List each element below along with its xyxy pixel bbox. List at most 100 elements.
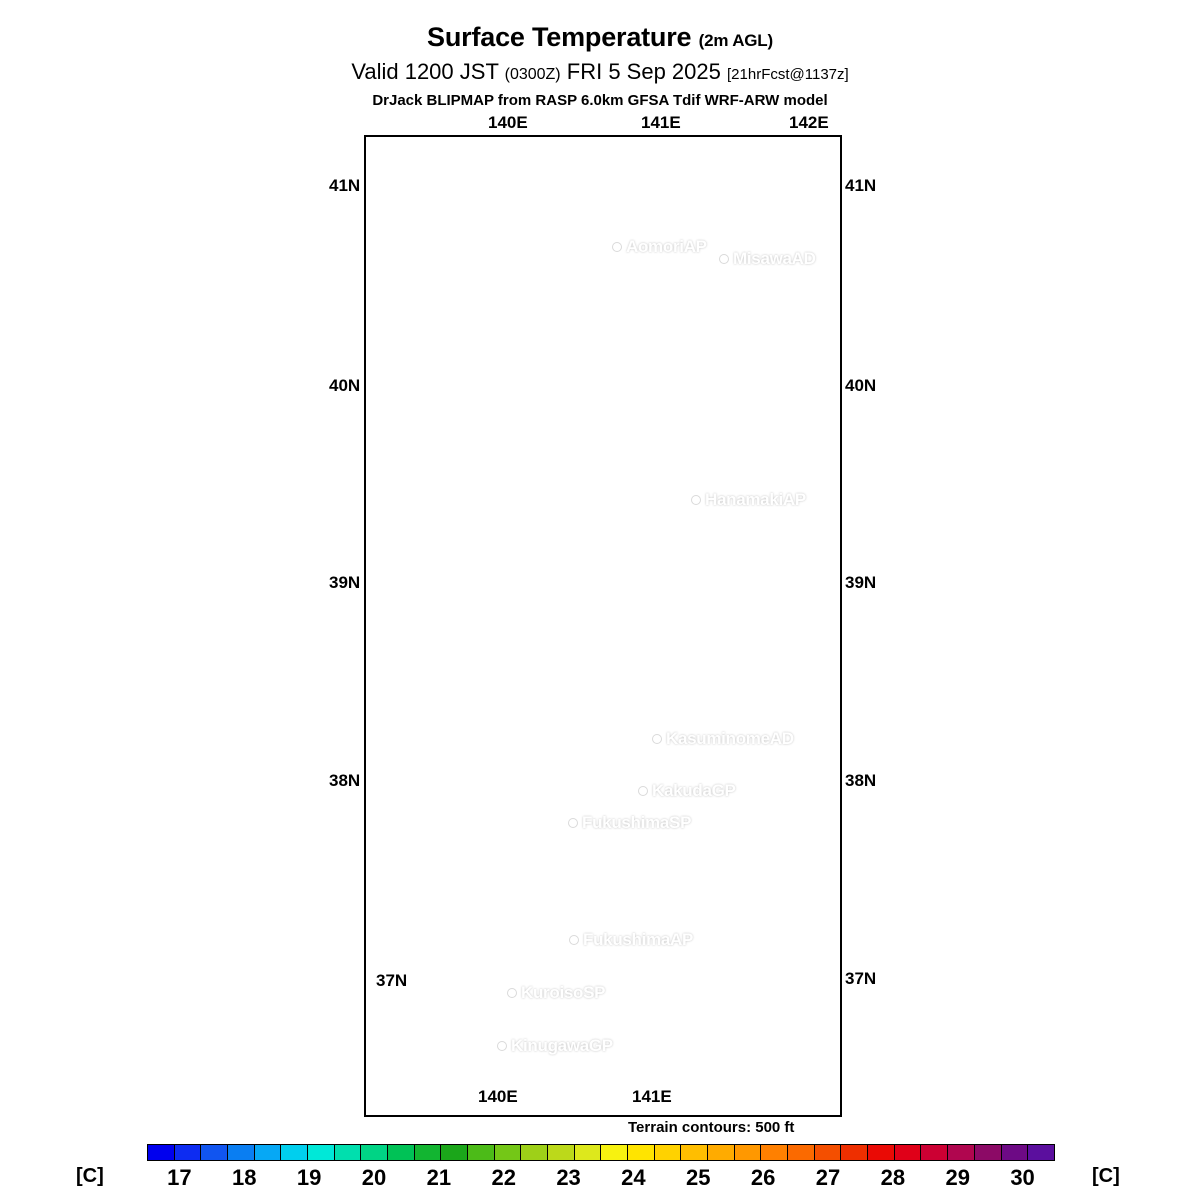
station-marker-kasuminomead[interactable]: KasuminomeAD — [653, 729, 794, 749]
title-sub: (2m AGL) — [698, 31, 773, 50]
colorbar-segment — [148, 1145, 175, 1160]
lon-label-bottom-141e: 141E — [632, 1087, 672, 1106]
station-marker-aomoriap[interactable]: AomoriAP — [613, 237, 707, 257]
lat-label-right-38n: 38N — [845, 771, 877, 790]
station-label: KuroisoSP — [521, 983, 606, 1002]
colorbar-tick-label: 21 — [426, 1165, 452, 1190]
gridline-lat-38 — [366, 782, 840, 784]
station-label: KakudaGP — [652, 781, 736, 800]
colorbar-segment — [654, 1145, 682, 1160]
temperature-map[interactable]: AomoriAP MisawaAD HanamakiAP KasuminomeA… — [364, 135, 842, 1117]
station-label: KasuminomeAD — [666, 729, 794, 748]
colorbar-tick-label: 25 — [686, 1165, 711, 1190]
temperature-field-canvas — [366, 137, 840, 1115]
gridline-lat-40 — [366, 387, 840, 389]
station-label: KinugawaGP — [511, 1036, 613, 1055]
lon-label-top-142e: 142E — [789, 113, 829, 132]
lat-label-right-40n: 40N — [845, 376, 877, 395]
domain-box-left-edge — [420, 137, 423, 1115]
lon-label-bottom-140e: 140E — [478, 1087, 518, 1106]
domain-box-right-edge — [784, 137, 787, 1115]
lat-label-left-40n: 40N — [329, 376, 361, 395]
colorbar-segment — [201, 1145, 229, 1160]
colorbar-segment — [601, 1145, 629, 1160]
colorbar-segment — [521, 1145, 549, 1160]
station-label: MisawaAD — [733, 249, 816, 268]
gridline-lat-39 — [366, 584, 840, 586]
colorbar-segment — [414, 1145, 442, 1160]
colorbar-segment — [574, 1145, 602, 1160]
colorbar-tick-label: 22 — [491, 1165, 516, 1190]
colorbar-segment — [734, 1145, 762, 1160]
station-marker-kinugawagp[interactable]: KinugawaGP — [498, 1036, 613, 1056]
colorbar-legend[interactable]: [C] [C] 17 18 19 20 21 22 23 24 25 26 27 28 29 30 — [0, 1140, 1200, 1200]
colorbar-segment — [868, 1145, 895, 1160]
colorbar-tick-label: 24 — [621, 1165, 646, 1190]
colorbar-segment — [841, 1145, 869, 1160]
colorbar-tick-label: 29 — [945, 1165, 970, 1190]
model-source-line: DrJack BLIPMAP from RASP 6.0km GFSA Tdif… — [372, 92, 828, 109]
colorbar-segment — [494, 1145, 522, 1160]
colorbar-segment — [761, 1145, 789, 1160]
colorbar-segment — [681, 1145, 709, 1160]
colorbar-segment — [708, 1145, 735, 1160]
forecast-tag: [21hrFcst@1137z] — [727, 66, 849, 83]
colorbar-segment — [814, 1145, 842, 1160]
station-dot-icon — [692, 496, 700, 504]
lat-label-left-39n: 39N — [329, 573, 361, 592]
station-marker-kakudagp[interactable]: KakudaGP — [639, 781, 736, 801]
title-block: Surface Temperature (2m AGL) Valid 1200 … — [0, 22, 1200, 111]
colorbar-segment — [361, 1145, 389, 1160]
colorbar-unit-left: [C] — [76, 1165, 104, 1187]
station-marker-kuroisosp[interactable]: KuroisoSP — [508, 983, 606, 1003]
colorbar-tick-label: 18 — [232, 1165, 257, 1190]
title-main: Surface Temperature — [427, 22, 692, 52]
lat-label-inside-37n: 37N — [376, 971, 408, 990]
colorbar-segment — [948, 1145, 975, 1160]
lon-label-top-140e: 140E — [488, 113, 528, 132]
gridline-lon-140 — [510, 137, 512, 1115]
colorbar-tick-label: 27 — [815, 1165, 841, 1190]
station-dot-icon — [498, 1042, 506, 1050]
colorbar-segment — [441, 1145, 469, 1160]
colorbar-segment — [308, 1145, 335, 1160]
domain-box-top-edge — [366, 186, 840, 189]
gridline-lon-142 — [816, 137, 818, 1115]
colorbar-segment — [281, 1145, 309, 1160]
station-label: FukushimaAP — [583, 930, 694, 949]
colorbar-segment — [1001, 1145, 1029, 1160]
station-marker-misawaad[interactable]: MisawaAD — [720, 249, 816, 269]
station-dot-icon — [569, 819, 577, 827]
station-marker-hanamakiap[interactable]: HanamakiAP — [692, 490, 806, 510]
colorbar-tick-label: 30 — [1010, 1165, 1035, 1190]
lon-label-top-141e: 141E — [641, 113, 681, 132]
terrain-contour-note: Terrain contours: 500 ft — [628, 1119, 795, 1136]
colorbar-gradient[interactable] — [147, 1144, 1055, 1161]
station-dot-icon — [508, 989, 516, 997]
station-dot-icon — [653, 735, 661, 743]
station-dot-icon — [639, 787, 647, 795]
colorbar-segment — [894, 1145, 922, 1160]
lat-label-right-37n: 37N — [845, 969, 877, 988]
colorbar-segment — [174, 1145, 202, 1160]
valid-date: FRI 5 Sep 2025 — [566, 59, 721, 84]
valid-utc: (0300Z) — [504, 66, 561, 83]
colorbar-segment — [1028, 1145, 1054, 1160]
colorbar-tick-label: 19 — [296, 1165, 322, 1190]
colorbar-unit-right: [C] — [1092, 1165, 1120, 1187]
colorbar-tick-label: 23 — [556, 1165, 581, 1190]
colorbar-tick-label: 28 — [880, 1165, 906, 1190]
station-dot-icon — [570, 936, 578, 944]
colorbar-tick-label: 20 — [361, 1165, 387, 1190]
station-marker-fukushimasp[interactable]: FukushimaSP — [569, 813, 691, 833]
lat-label-right-41n: 41N — [845, 176, 877, 195]
colorbar-tick-label: 26 — [750, 1165, 776, 1190]
domain-box-bottom-edge — [366, 1059, 840, 1062]
colorbar-segment — [788, 1145, 815, 1160]
station-marker-fukushimaap[interactable]: FukushimaAP — [570, 930, 693, 950]
lat-label-left-41n: 41N — [329, 176, 361, 195]
station-label: AomoriAP — [626, 237, 707, 256]
lat-label-right-39n: 39N — [845, 573, 877, 592]
colorbar-segment — [974, 1145, 1002, 1160]
gridline-lat-37 — [366, 980, 840, 982]
